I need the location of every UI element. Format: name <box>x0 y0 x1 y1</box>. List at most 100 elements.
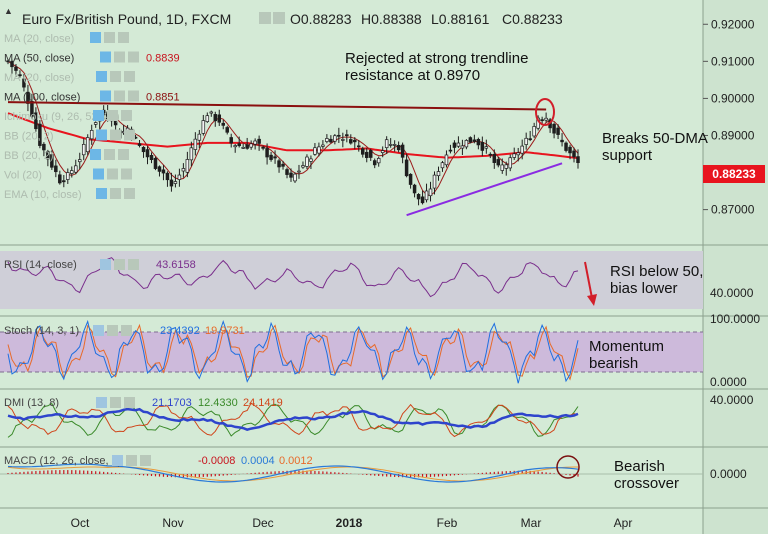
pane-close-icon[interactable] <box>128 259 139 270</box>
candle <box>333 134 337 145</box>
candle <box>492 149 497 169</box>
header-eye-icon[interactable] <box>273 12 285 24</box>
overlay-eye-icon[interactable] <box>110 188 121 199</box>
ohlc-high: H0.88388 <box>361 11 422 27</box>
dmi-adx-value: 24.1419 <box>243 397 283 409</box>
overlay-row: MA (20, close) <box>4 71 135 84</box>
overlay-eye-icon[interactable] <box>104 32 115 43</box>
overlay-settings-icon[interactable] <box>93 110 104 121</box>
overlay-eye-icon[interactable] <box>107 110 118 121</box>
candle <box>560 133 564 147</box>
symbol-title: Euro Fx/British Pound, 1D, FXCM <box>22 11 231 27</box>
overlay-row: Vol (20) <box>4 168 132 182</box>
time-axis-label: Apr <box>614 516 633 530</box>
stoch-d-value: 19.9731 <box>205 325 245 337</box>
candle <box>289 168 293 182</box>
pane-eye-icon[interactable] <box>114 259 125 270</box>
candle <box>85 134 90 156</box>
overlay-settings-icon[interactable] <box>96 188 107 199</box>
candle <box>376 156 381 167</box>
macd-line <box>7 463 579 483</box>
macd-label: MACD (12, 26, close, 9) <box>4 455 121 467</box>
overlay-settings-icon[interactable] <box>96 71 107 82</box>
pane-settings-icon[interactable] <box>96 397 107 408</box>
candle <box>361 146 365 158</box>
candle <box>157 165 162 177</box>
candle <box>281 160 285 170</box>
overlay-close-icon[interactable] <box>128 51 139 63</box>
overlay-settings-icon[interactable] <box>100 90 111 102</box>
overlay-close-icon[interactable] <box>128 90 139 102</box>
pane-eye-icon[interactable] <box>107 325 118 336</box>
overlay-eye-icon[interactable] <box>110 129 121 141</box>
trendline-resistance <box>7 101 547 111</box>
dmi-minus-line <box>7 402 579 438</box>
collapse-icon[interactable]: ▲ <box>4 6 13 16</box>
overlay-eye-icon[interactable] <box>107 168 118 180</box>
annotation-rejected-line2: resistance at 0.8970 <box>345 67 480 84</box>
overlay-settings-icon[interactable] <box>100 51 111 63</box>
overlay-settings-icon[interactable] <box>93 168 104 180</box>
overlay-legend: MA (20, close) MA (50, close) 0.8839 MA (20… <box>4 32 180 201</box>
overlay-settings-icon[interactable] <box>90 149 101 160</box>
candle <box>217 109 222 126</box>
candle <box>189 141 194 167</box>
overlay-close-icon[interactable] <box>124 71 135 82</box>
candle <box>62 175 66 188</box>
overlay-label: MA (20, close) <box>4 72 74 84</box>
candle <box>464 139 469 150</box>
pane-close-icon[interactable] <box>124 397 135 408</box>
overlay-close-icon[interactable] <box>118 149 129 160</box>
candle <box>185 151 190 178</box>
candle <box>197 129 202 148</box>
overlay-settings-icon[interactable] <box>96 129 107 141</box>
candle <box>297 164 301 179</box>
pane-icons <box>93 259 151 466</box>
pane-settings-icon[interactable] <box>112 455 123 466</box>
overlay-close-icon[interactable] <box>124 129 135 141</box>
overlay-row: Ichimoku (9, 26, 52, 26) <box>4 110 132 123</box>
candle <box>568 144 572 160</box>
overlay-eye-icon[interactable] <box>110 71 121 82</box>
candle <box>388 138 393 148</box>
overlay-close-icon[interactable] <box>121 168 132 180</box>
candle <box>18 70 22 78</box>
candle <box>285 167 289 179</box>
candle <box>325 134 329 144</box>
overlay-settings-icon[interactable] <box>90 32 101 43</box>
candle <box>380 146 385 158</box>
header-settings-icon[interactable] <box>259 12 271 24</box>
pane-close-icon[interactable] <box>121 325 132 336</box>
time-axis: Oct Nov Dec 2018 Feb Mar Apr <box>71 516 633 530</box>
candle <box>93 121 98 128</box>
pane-close-icon[interactable] <box>140 455 151 466</box>
ohlc-low: L0.88161 <box>431 11 490 27</box>
candle <box>516 147 520 162</box>
pane-eye-icon[interactable] <box>110 397 121 408</box>
stoch-pane: Stoch (14, 3, 1) 23.4392 19.9731 100.000… <box>4 312 760 389</box>
stoch-k-value: 23.4392 <box>160 325 200 337</box>
candle <box>177 168 182 187</box>
candle <box>249 140 253 150</box>
candle <box>452 140 457 154</box>
overlay-close-icon[interactable] <box>124 188 135 199</box>
candle <box>14 63 18 77</box>
pane-settings-icon[interactable] <box>93 325 104 336</box>
candle <box>408 173 413 189</box>
candle <box>305 154 309 170</box>
overlay-eye-icon[interactable] <box>114 90 125 102</box>
candle <box>424 183 429 203</box>
candle <box>30 93 34 119</box>
pane-eye-icon[interactable] <box>126 455 137 466</box>
overlay-close-icon[interactable] <box>121 110 132 121</box>
candle <box>77 152 82 170</box>
pane-settings-icon[interactable] <box>100 259 111 270</box>
ohlc-open: O0.88283 <box>290 11 352 27</box>
candle <box>544 112 548 123</box>
stoch-tick-0: 0.0000 <box>710 375 747 389</box>
overlay-close-icon[interactable] <box>118 32 129 43</box>
overlay-eye-icon[interactable] <box>104 149 115 160</box>
candle <box>81 138 86 161</box>
overlay-eye-icon[interactable] <box>114 51 125 63</box>
